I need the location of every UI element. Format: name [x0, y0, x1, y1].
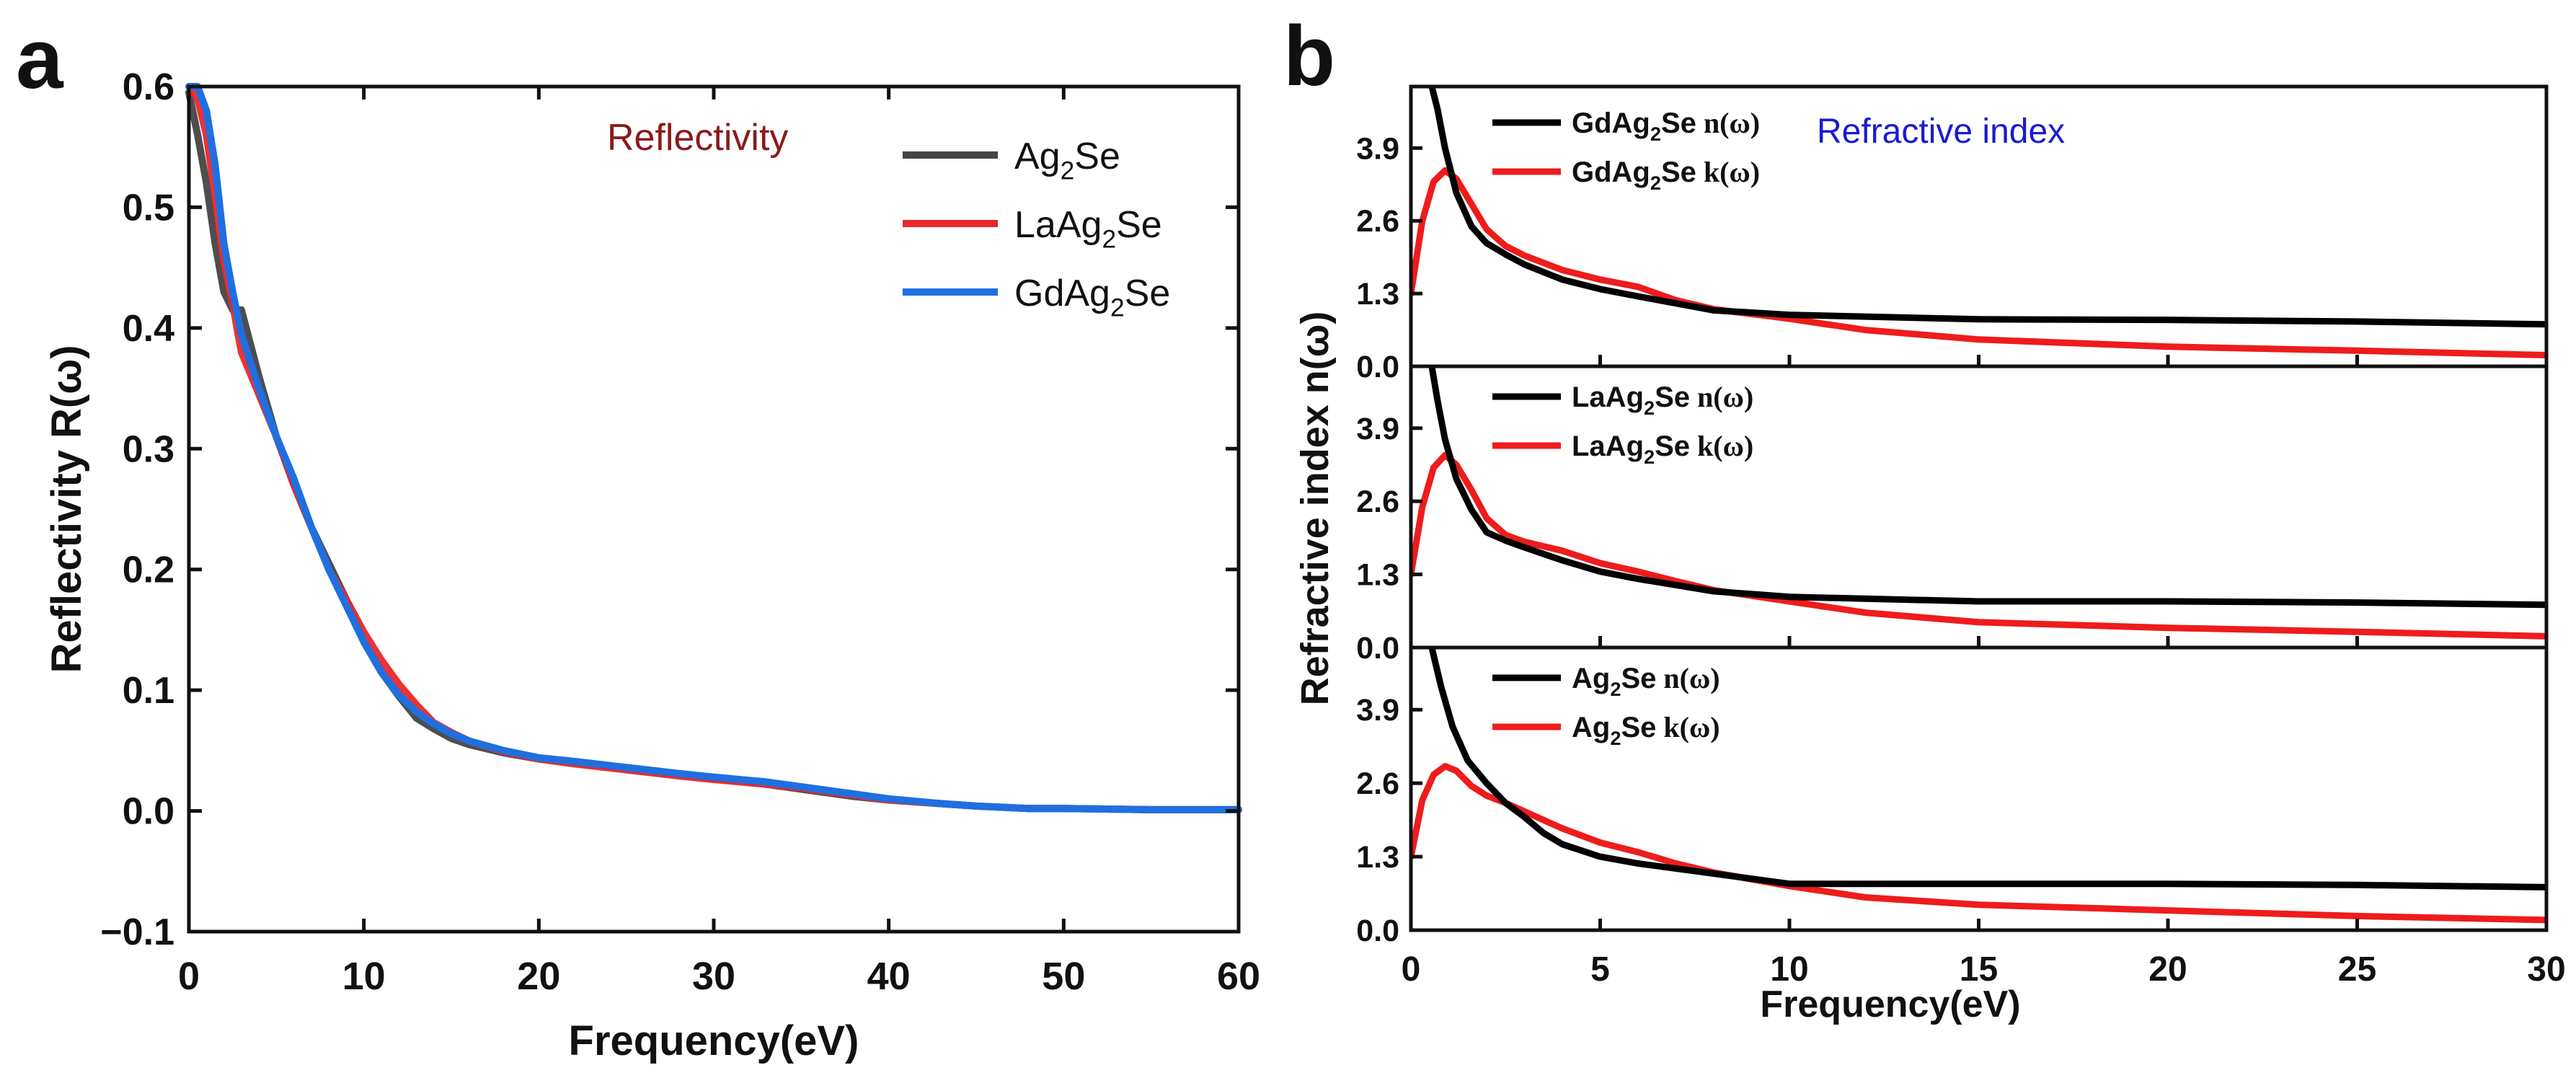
legend-label-n-LaAg2Se-quantity: n(ω)	[1697, 381, 1753, 413]
legend-label-GdAg2Se-subscript: 2	[1110, 294, 1125, 322]
y-tick-label: 1.3	[1356, 558, 1399, 593]
legend-label-LaAg2Se-subscript: 2	[1102, 226, 1116, 254]
y-tick-label: 0.0	[123, 791, 174, 833]
x-tick-label: 30	[692, 955, 735, 998]
legend-label-GdAg2Se-base: GdAg	[1014, 273, 1110, 314]
legend-label-k-LaAg2Se-base: LaAg	[1572, 430, 1644, 462]
legend-label-k-LaAg2Se-subscript: 2	[1644, 446, 1655, 468]
x-tick-label: 10	[342, 955, 386, 998]
panel-a-chart: 0 10 20 30 40 50 60 −0.1 0.0 0.1 0.2 0.3 0.4 0.5 0.6 Fr…	[43, 66, 1260, 1064]
k-line-Ag2Se	[1411, 763, 2546, 924]
y-tick-label: 0.2	[123, 549, 174, 591]
legend-label-k-GdAg2Se-quantity: k(ω)	[1704, 156, 1760, 188]
x-tick-label: 0	[178, 955, 200, 998]
legend-label-n-Ag2Se-base: Ag	[1572, 663, 1610, 694]
y-tick-label: 1.3	[1356, 840, 1399, 875]
legend-label-n-Ag2Se: Ag2Se n(ω)	[1572, 662, 1720, 700]
legend-label-k-LaAg2Se: LaAg2Se k(ω)	[1572, 430, 1753, 468]
legend-label-GdAg2Se: GdAg2Se	[1014, 273, 1170, 322]
legend-label-n-GdAg2Se: GdAg2Se n(ω)	[1572, 107, 1760, 145]
legend-label-Ag2Se-base: Ag	[1014, 136, 1061, 177]
legend-label-k-Ag2Se: Ag2Se k(ω)	[1572, 711, 1720, 749]
y-tick-label: 0.4	[123, 308, 174, 350]
legend-label-k-Ag2Se-tail: Se	[1621, 712, 1656, 743]
x-tick-label: 0	[1402, 950, 1421, 989]
panel-a-letter: a	[16, 12, 64, 107]
x-tick-label: 40	[867, 955, 911, 998]
y-tick-label: 0.5	[123, 187, 174, 229]
legend-label-Ag2Se-subscript: 2	[1061, 157, 1075, 185]
y-tick-label: −0.1	[100, 911, 174, 953]
legend-label-k-LaAg2Se-tail: Se	[1655, 430, 1690, 462]
y-tick-label: 0.6	[123, 66, 174, 108]
legend-label-k-Ag2Se-quantity: k(ω)	[1663, 711, 1719, 743]
legend-label-Ag2Se-tail: Se	[1074, 136, 1120, 177]
series-line-Ag2Se	[185, 89, 1242, 813]
legend-label-n-LaAg2Se-base: LaAg	[1572, 381, 1644, 413]
y-axis-title: Refractive index n(ω)	[1293, 312, 1337, 706]
reflectivity-annotation: Reflectivity	[607, 117, 788, 159]
n-line-LaAg2Se	[1428, 366, 2546, 609]
y-axis-title: Reflectivity R(ω)	[43, 345, 90, 673]
subplot-curves-LaAg2Se	[1411, 366, 2546, 640]
legend-label-LaAg2Se: LaAg2Se	[1014, 204, 1162, 254]
legend-label-k-GdAg2Se-tail: Se	[1661, 156, 1696, 188]
legend-label-k-GdAg2Se-subscript: 2	[1650, 172, 1661, 194]
legend-label-n-LaAg2Se: LaAg2Se n(ω)	[1572, 381, 1753, 419]
legend-label-n-Ag2Se-quantity: n(ω)	[1663, 662, 1719, 694]
legend-label-n-Ag2Se-tail: Se	[1621, 663, 1656, 694]
y-tick-label: 0.1	[123, 670, 174, 712]
y-tick-label: 0.0	[1356, 350, 1399, 384]
panel-b-letter: b	[1283, 9, 1335, 104]
series-line-GdAg2Se	[185, 83, 1242, 813]
legend-label-k-LaAg2Se-quantity: k(ω)	[1697, 430, 1753, 462]
legend-label-n-LaAg2Se-tail: Se	[1655, 381, 1690, 413]
legend-label-k-GdAg2Se-base: GdAg	[1572, 156, 1650, 188]
y-tick-label: 3.9	[1356, 412, 1399, 446]
legend-label-n-GdAg2Se-quantity: n(ω)	[1704, 107, 1760, 139]
legend-label-Ag2Se: Ag2Se	[1014, 136, 1120, 185]
x-axis-title: Frequency(eV)	[1760, 984, 2020, 1025]
x-tick-label: 30	[2527, 950, 2565, 989]
y-tick-label: 0.0	[1356, 631, 1399, 666]
x-tick-label: 10	[1770, 950, 1808, 989]
x-tick-label: 15	[1960, 950, 1998, 989]
n-line-Ag2Se	[1428, 648, 2546, 891]
legend-label-k-Ag2Se-base: Ag	[1572, 712, 1610, 743]
k-line-GdAg2Se	[1411, 167, 2546, 358]
x-tick-label: 20	[2148, 950, 2187, 989]
x-axis-title: Frequency(eV)	[569, 1017, 859, 1064]
x-tick-label: 50	[1042, 955, 1085, 998]
legend-label-k-GdAg2Se: GdAg2Se k(ω)	[1572, 156, 1760, 194]
y-tick-label: 2.6	[1356, 485, 1399, 519]
y-tick-label: 3.9	[1356, 693, 1399, 728]
legend-label-k-Ag2Se-subscript: 2	[1610, 727, 1621, 749]
subplot-curves-GdAg2Se	[1411, 87, 2546, 358]
y-tick-label: 2.6	[1356, 766, 1399, 801]
y-tick-label: 3.9	[1356, 131, 1399, 166]
x-tick-label: 5	[1590, 950, 1610, 989]
legend-label-LaAg2Se-base: LaAg	[1014, 204, 1102, 246]
legend-label-n-GdAg2Se-subscript: 2	[1650, 123, 1661, 145]
x-tick-label: 20	[517, 955, 560, 998]
series-line-LaAg2Se	[185, 83, 1242, 813]
n-line-GdAg2Se	[1428, 87, 2546, 328]
y-tick-label: 0.3	[123, 428, 174, 470]
k-line-LaAg2Se	[1411, 451, 2546, 640]
legend-label-n-GdAg2Se-base: GdAg	[1572, 107, 1650, 139]
y-tick-label: 1.3	[1356, 277, 1399, 312]
x-tick-label: 60	[1217, 955, 1260, 998]
refractive-index-annotation: Refractive index	[1817, 112, 2065, 151]
legend-label-GdAg2Se-tail: Se	[1125, 273, 1171, 314]
subplot-curves-Ag2Se	[1411, 648, 2546, 924]
legend-label-n-LaAg2Se-subscript: 2	[1644, 397, 1655, 419]
legend-label-n-GdAg2Se-tail: Se	[1661, 107, 1696, 139]
x-tick-label: 25	[2338, 950, 2376, 989]
legend-label-LaAg2Se-tail: Se	[1116, 204, 1162, 246]
y-tick-label: 0.0	[1356, 914, 1399, 948]
y-tick-label: 2.6	[1356, 204, 1399, 239]
legend-label-n-Ag2Se-subscript: 2	[1610, 678, 1621, 700]
